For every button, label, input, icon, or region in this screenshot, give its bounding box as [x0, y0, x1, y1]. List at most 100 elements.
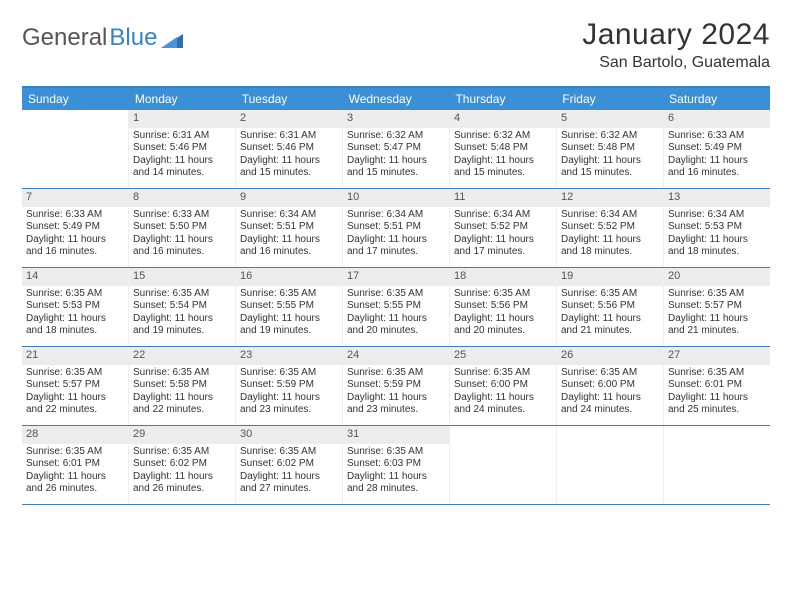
day-cell: 28Sunrise: 6:35 AMSunset: 6:01 PMDayligh…	[22, 426, 129, 504]
day-cell: 6Sunrise: 6:33 AMSunset: 5:49 PMDaylight…	[664, 110, 770, 188]
day-line: Daylight: 11 hours	[454, 155, 552, 168]
day-cell: 16Sunrise: 6:35 AMSunset: 5:55 PMDayligh…	[236, 268, 343, 346]
day-line: Daylight: 11 hours	[454, 234, 552, 247]
day-line: Sunrise: 6:35 AM	[561, 367, 659, 380]
week-row: 7Sunrise: 6:33 AMSunset: 5:49 PMDaylight…	[22, 189, 770, 268]
day-cell: 14Sunrise: 6:35 AMSunset: 5:53 PMDayligh…	[22, 268, 129, 346]
day-line: and 17 minutes.	[454, 246, 552, 259]
day-line: and 18 minutes.	[668, 246, 766, 259]
day-line: Sunset: 6:02 PM	[133, 458, 231, 471]
day-body: Sunrise: 6:35 AMSunset: 5:59 PMDaylight:…	[236, 365, 342, 421]
day-body: Sunrise: 6:32 AMSunset: 5:48 PMDaylight:…	[450, 128, 556, 184]
day-line: Sunset: 5:47 PM	[347, 142, 445, 155]
day-line: Daylight: 11 hours	[561, 313, 659, 326]
day-number: 26	[557, 347, 663, 365]
day-number: 13	[664, 189, 770, 207]
day-cell	[664, 426, 770, 504]
day-line: Sunset: 5:49 PM	[668, 142, 766, 155]
day-number: 23	[236, 347, 342, 365]
day-line: Sunset: 5:50 PM	[133, 221, 231, 234]
day-line: and 23 minutes.	[240, 404, 338, 417]
day-line: Sunrise: 6:35 AM	[26, 367, 124, 380]
day-line: and 18 minutes.	[26, 325, 124, 338]
day-line: Daylight: 11 hours	[668, 313, 766, 326]
day-line: Sunset: 5:48 PM	[561, 142, 659, 155]
day-cell: 1Sunrise: 6:31 AMSunset: 5:46 PMDaylight…	[129, 110, 236, 188]
day-line: and 16 minutes.	[26, 246, 124, 259]
day-line: Sunset: 5:49 PM	[26, 221, 124, 234]
title-block: January 2024 San Bartolo, Guatemala	[582, 18, 770, 72]
day-number: 1	[129, 110, 235, 128]
day-line: Sunrise: 6:34 AM	[454, 209, 552, 222]
day-cell: 11Sunrise: 6:34 AMSunset: 5:52 PMDayligh…	[450, 189, 557, 267]
logo-text-1: General	[22, 24, 107, 52]
day-number: 4	[450, 110, 556, 128]
day-cell	[450, 426, 557, 504]
day-line: Daylight: 11 hours	[347, 392, 445, 405]
day-body	[22, 114, 128, 120]
day-line: Sunrise: 6:35 AM	[133, 446, 231, 459]
day-line: Sunset: 5:59 PM	[347, 379, 445, 392]
logo-sail-icon	[161, 34, 183, 48]
day-cell: 24Sunrise: 6:35 AMSunset: 5:59 PMDayligh…	[343, 347, 450, 425]
day-cell: 2Sunrise: 6:31 AMSunset: 5:46 PMDaylight…	[236, 110, 343, 188]
week-row: 14Sunrise: 6:35 AMSunset: 5:53 PMDayligh…	[22, 268, 770, 347]
day-line: Sunrise: 6:35 AM	[240, 446, 338, 459]
day-line: Daylight: 11 hours	[668, 392, 766, 405]
day-body: Sunrise: 6:34 AMSunset: 5:52 PMDaylight:…	[557, 207, 663, 263]
day-line: Sunrise: 6:32 AM	[454, 130, 552, 143]
day-body: Sunrise: 6:35 AMSunset: 5:58 PMDaylight:…	[129, 365, 235, 421]
day-line: Daylight: 11 hours	[454, 392, 552, 405]
day-line: and 21 minutes.	[668, 325, 766, 338]
day-cell: 18Sunrise: 6:35 AMSunset: 5:56 PMDayligh…	[450, 268, 557, 346]
day-number: 6	[664, 110, 770, 128]
day-line: Daylight: 11 hours	[347, 234, 445, 247]
day-cell: 31Sunrise: 6:35 AMSunset: 6:03 PMDayligh…	[343, 426, 450, 504]
day-line: Daylight: 11 hours	[561, 234, 659, 247]
day-line: Sunrise: 6:35 AM	[668, 367, 766, 380]
day-line: Daylight: 11 hours	[668, 234, 766, 247]
day-body: Sunrise: 6:35 AMSunset: 6:02 PMDaylight:…	[236, 444, 342, 500]
day-line: Sunrise: 6:35 AM	[240, 367, 338, 380]
day-line: Sunset: 5:52 PM	[561, 221, 659, 234]
day-line: Sunset: 5:48 PM	[454, 142, 552, 155]
day-number: 17	[343, 268, 449, 286]
day-line: Sunrise: 6:35 AM	[347, 446, 445, 459]
day-line: Sunrise: 6:34 AM	[668, 209, 766, 222]
day-cell: 8Sunrise: 6:33 AMSunset: 5:50 PMDaylight…	[129, 189, 236, 267]
day-line: Daylight: 11 hours	[133, 392, 231, 405]
day-line: Sunrise: 6:35 AM	[347, 367, 445, 380]
day-line: Sunset: 5:46 PM	[133, 142, 231, 155]
day-body: Sunrise: 6:35 AMSunset: 5:54 PMDaylight:…	[129, 286, 235, 342]
calendar: SundayMondayTuesdayWednesdayThursdayFrid…	[22, 86, 770, 505]
day-line: Daylight: 11 hours	[133, 234, 231, 247]
day-line: Daylight: 11 hours	[561, 392, 659, 405]
day-body: Sunrise: 6:31 AMSunset: 5:46 PMDaylight:…	[236, 128, 342, 184]
day-line: Daylight: 11 hours	[561, 155, 659, 168]
day-line: Sunrise: 6:35 AM	[347, 288, 445, 301]
day-body: Sunrise: 6:33 AMSunset: 5:50 PMDaylight:…	[129, 207, 235, 263]
day-body: Sunrise: 6:32 AMSunset: 5:47 PMDaylight:…	[343, 128, 449, 184]
day-line: Sunset: 5:51 PM	[240, 221, 338, 234]
day-line: Sunrise: 6:31 AM	[133, 130, 231, 143]
day-body: Sunrise: 6:35 AMSunset: 5:57 PMDaylight:…	[664, 286, 770, 342]
day-line: Sunrise: 6:32 AM	[561, 130, 659, 143]
day-line: Sunset: 6:01 PM	[26, 458, 124, 471]
day-body: Sunrise: 6:35 AMSunset: 5:57 PMDaylight:…	[22, 365, 128, 421]
day-body: Sunrise: 6:35 AMSunset: 5:53 PMDaylight:…	[22, 286, 128, 342]
day-number: 14	[22, 268, 128, 286]
day-line: Sunset: 5:56 PM	[561, 300, 659, 313]
day-number: 7	[22, 189, 128, 207]
day-line: Sunrise: 6:33 AM	[668, 130, 766, 143]
day-number: 11	[450, 189, 556, 207]
day-line: Daylight: 11 hours	[133, 313, 231, 326]
day-number: 8	[129, 189, 235, 207]
day-line: and 21 minutes.	[561, 325, 659, 338]
day-line: and 16 minutes.	[240, 246, 338, 259]
day-line: Sunrise: 6:35 AM	[668, 288, 766, 301]
dow-cell: Thursday	[449, 88, 556, 110]
day-line: Daylight: 11 hours	[26, 471, 124, 484]
day-line: and 20 minutes.	[454, 325, 552, 338]
day-body: Sunrise: 6:32 AMSunset: 5:48 PMDaylight:…	[557, 128, 663, 184]
day-line: Sunset: 5:55 PM	[347, 300, 445, 313]
